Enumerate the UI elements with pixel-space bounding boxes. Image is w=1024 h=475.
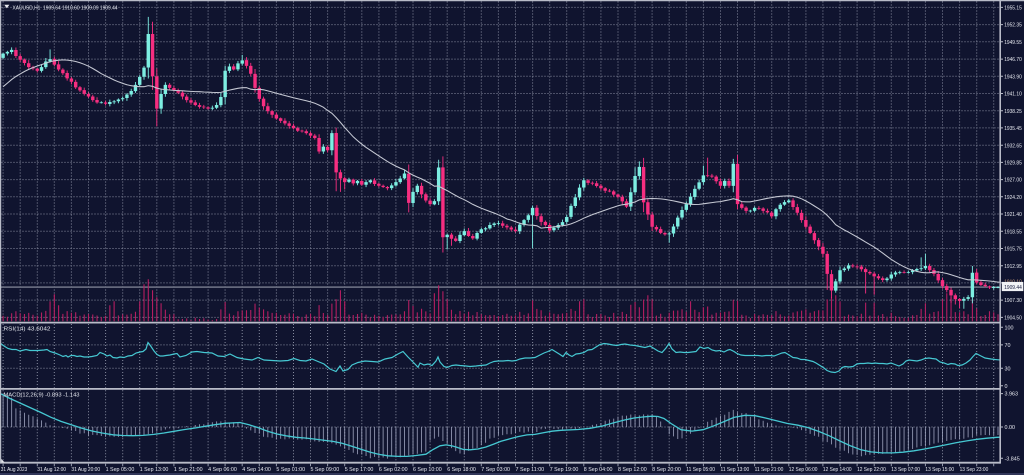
svg-text:12 Sep 14:00: 12 Sep 14:00: [823, 467, 852, 473]
svg-text:7 Sep 03:00: 7 Sep 03:00: [481, 467, 510, 473]
svg-text:1941.10: 1941.10: [1004, 92, 1022, 98]
svg-text:4 Sep 14:00: 4 Sep 14:00: [242, 467, 271, 473]
svg-text:1 Sep 13:00: 1 Sep 13:00: [140, 467, 169, 473]
svg-text:1932.65: 1932.65: [1004, 143, 1022, 149]
svg-text:31 Aug 12:00: 31 Aug 12:00: [37, 467, 66, 473]
svg-text:100: 100: [1005, 325, 1014, 331]
svg-text:0: 0: [1005, 384, 1008, 390]
svg-text:MACD(12,26,9) -0.893 -1.143: MACD(12,26,9) -0.893 -1.143: [4, 392, 80, 398]
svg-text:1938.25: 1938.25: [1004, 109, 1022, 115]
svg-text:0.00: 0.00: [1005, 425, 1016, 431]
svg-text:12 Sep 22:00: 12 Sep 22:00: [857, 467, 886, 473]
svg-text:4 Sep 06:00: 4 Sep 06:00: [208, 467, 237, 473]
svg-text:6 Sep 10:00: 6 Sep 10:00: [413, 467, 442, 473]
svg-text:1915.75: 1915.75: [1004, 247, 1022, 253]
svg-text:1949.55: 1949.55: [1004, 40, 1022, 46]
svg-text:5 Sep 09:00: 5 Sep 09:00: [311, 467, 340, 473]
svg-text:1952.35: 1952.35: [1004, 23, 1022, 29]
svg-text:12 Sep 06:00: 12 Sep 06:00: [789, 467, 818, 473]
svg-text:8 Sep 04:00: 8 Sep 04:00: [584, 467, 613, 473]
svg-text:RSI(14) 43.6042: RSI(14) 43.6042: [4, 327, 51, 333]
svg-text:31 Aug 2023: 31 Aug 2023: [1, 467, 28, 473]
svg-text:1904.50: 1904.50: [1004, 316, 1022, 322]
svg-text:1918.55: 1918.55: [1004, 229, 1022, 235]
svg-text:5 Sep 17:00: 5 Sep 17:00: [345, 467, 374, 473]
svg-text:1912.95: 1912.95: [1004, 264, 1022, 270]
svg-text:XAUUSD,H1 1909.64 1910.60 190: XAUUSD,H1 1909.64 1910.60 1909.09 1909.4…: [13, 5, 118, 11]
svg-text:70: 70: [1005, 343, 1011, 349]
svg-text:1927.00: 1927.00: [1004, 178, 1022, 184]
svg-text:1907.30: 1907.30: [1004, 298, 1022, 304]
svg-text:1924.20: 1924.20: [1004, 195, 1022, 201]
svg-text:13 Sep 23:00: 13 Sep 23:00: [960, 467, 989, 473]
svg-text:31 Aug 20:00: 31 Aug 20:00: [71, 467, 100, 473]
svg-text:1 Sep 05:00: 1 Sep 05:00: [106, 467, 135, 473]
svg-text:1929.85: 1929.85: [1004, 161, 1022, 167]
svg-text:1921.40: 1921.40: [1004, 212, 1022, 218]
svg-text:11 Sep 13:00: 11 Sep 13:00: [721, 467, 750, 473]
svg-text:30: 30: [1005, 366, 1011, 372]
svg-text:5 Sep 01:00: 5 Sep 01:00: [276, 467, 305, 473]
svg-text:7 Sep 19:00: 7 Sep 19:00: [550, 467, 579, 473]
svg-text:1 Sep 21:00: 1 Sep 21:00: [174, 467, 203, 473]
svg-text:13 Sep 07:00: 13 Sep 07:00: [891, 467, 920, 473]
svg-text:6 Sep 02:00: 6 Sep 02:00: [379, 467, 408, 473]
svg-text:11 Sep 05:00: 11 Sep 05:00: [686, 467, 715, 473]
svg-text:6 Sep 18:00: 6 Sep 18:00: [447, 467, 476, 473]
svg-text:-3.845: -3.845: [1005, 456, 1020, 462]
svg-text:1943.90: 1943.90: [1004, 74, 1022, 80]
svg-text:7 Sep 11:00: 7 Sep 11:00: [516, 467, 545, 473]
svg-text:1909.44: 1909.44: [1004, 285, 1022, 291]
svg-text:1946.70: 1946.70: [1004, 57, 1022, 63]
svg-text:11 Sep 21:00: 11 Sep 21:00: [755, 467, 784, 473]
svg-text:1955.15: 1955.15: [1004, 6, 1022, 12]
svg-text:1935.45: 1935.45: [1004, 126, 1022, 132]
svg-text:8 Sep 20:00: 8 Sep 20:00: [652, 467, 681, 473]
svg-text:8 Sep 12:00: 8 Sep 12:00: [618, 467, 647, 473]
svg-text:13 Sep 15:00: 13 Sep 15:00: [925, 467, 954, 473]
svg-text:3.963: 3.963: [1005, 392, 1019, 398]
